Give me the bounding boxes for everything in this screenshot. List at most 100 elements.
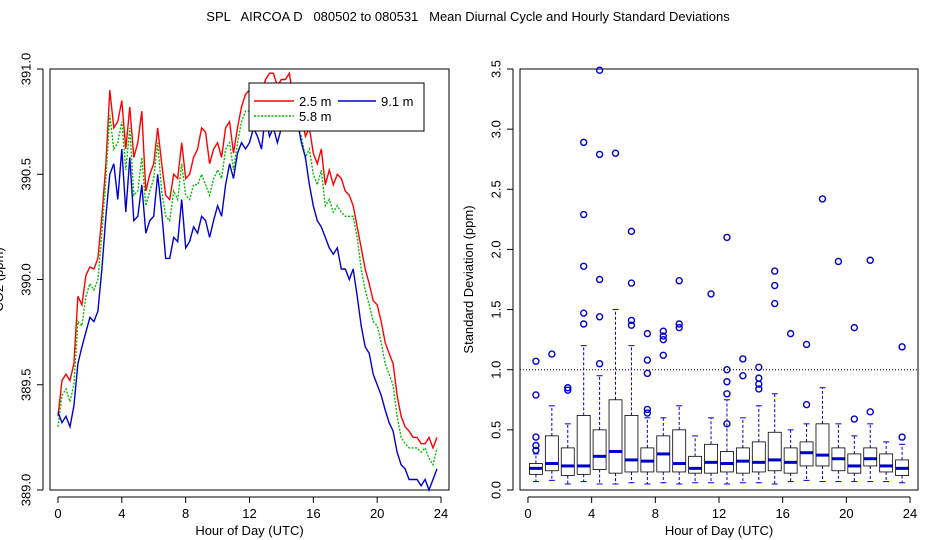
outlier-point [611, 149, 620, 157]
right-y-tick-label: 0.5 [488, 421, 503, 439]
outlier-point [564, 386, 572, 394]
legend-box [248, 82, 425, 132]
iqr-box [576, 415, 591, 475]
outlier-point [802, 400, 811, 409]
iqr-box [815, 423, 830, 467]
left-y-tick-label: 390.0 [18, 263, 33, 296]
co2-diurnal-plot: 0 4 8 12 16 20 24 389.0 389.5 390.0 390.5 391.0 Hour… [0, 53, 450, 538]
box-hour-6.5 [624, 227, 639, 484]
box-hour-16.5 [783, 329, 798, 483]
outlier-point [627, 227, 636, 236]
box-hour-19.5 [831, 257, 846, 483]
right-y-tick-label: 1.0 [488, 361, 503, 379]
outlier-point [532, 357, 540, 365]
outlier-point [898, 343, 906, 351]
outlier-point [755, 385, 763, 393]
left-y-tick-label: 389.0 [18, 474, 33, 507]
chart-title: SPL AIRCOA D 080502 to 080531 Mean Diurn… [206, 9, 730, 24]
outlier-point [723, 420, 731, 428]
outlier-point [643, 356, 652, 364]
left-x-tick-label: 20 [370, 506, 384, 521]
right-plot-frame [519, 68, 919, 491]
left-x-tick-label: 24 [434, 506, 448, 521]
outlier-point [755, 380, 763, 388]
box-hour-20.5 [847, 323, 862, 483]
outlier-point [850, 323, 859, 332]
outlier-point [548, 350, 556, 358]
legend-label: 9.1 m [381, 94, 414, 109]
left-x-tick-label: 4 [118, 506, 125, 521]
box-hour-2.5 [560, 384, 575, 485]
right-x-tick-label: 8 [652, 506, 659, 521]
outlier-point [834, 257, 843, 266]
outlier-point [723, 366, 731, 374]
outlier-point [866, 408, 874, 416]
right-y-tick-label: 2.5 [488, 180, 503, 198]
iqr-box [847, 453, 862, 474]
box-hour-0.5 [529, 357, 543, 483]
right-x-tick-label: 16 [775, 506, 789, 521]
outlier-point [532, 441, 540, 450]
outlier-point [659, 335, 667, 344]
outlier-point [723, 390, 731, 398]
left-y-tick-label: 389.5 [18, 368, 33, 401]
iqr-box [608, 399, 623, 474]
outlier-point [675, 320, 683, 328]
right-y-tick-label: 3.5 [488, 60, 503, 78]
right-x-tick-label: 20 [839, 506, 853, 521]
series-line-9-1-m [57, 115, 438, 492]
outlier-point [755, 363, 763, 372]
left-y-tick-label: 391.0 [18, 53, 33, 86]
outlier-point [643, 405, 652, 414]
box-hour-14.5 [751, 363, 766, 484]
outlier-point [643, 409, 652, 417]
box-hour-8.5 [656, 327, 671, 484]
right-y-tick-label: 0.0 [488, 481, 503, 499]
outlier-point [675, 277, 683, 285]
outlier-point [595, 150, 604, 159]
box-hour-13.5 [735, 355, 750, 484]
outlier-point [818, 195, 827, 203]
iqr-box [544, 435, 559, 472]
box-hour-11.5 [704, 290, 718, 484]
outlier-point [739, 355, 747, 363]
left-y-tick-label: 390.5 [18, 158, 33, 191]
outlier-point [627, 321, 636, 329]
outlier-point [802, 340, 811, 349]
outlier-point [739, 372, 747, 380]
outlier-point [771, 299, 779, 308]
box-hour-7.5 [640, 329, 655, 485]
outlier-point [866, 256, 874, 264]
right-y-tick-label: 1.5 [488, 301, 503, 319]
left-y-axis-title: CO2 (ppm) [0, 247, 6, 311]
outlier-point [579, 309, 588, 317]
outlier-point [532, 433, 540, 441]
right-x-tick-label: 4 [588, 506, 595, 521]
outlier-point [627, 279, 636, 287]
outlier-point [771, 281, 779, 290]
box-hour-15.5 [767, 267, 782, 485]
box-hour-22.5 [879, 441, 894, 483]
outlier-point [643, 369, 652, 378]
right-y-tick-label: 2.0 [488, 240, 503, 258]
left-x-tick-label: 12 [242, 506, 256, 521]
box-hour-4.5 [592, 66, 607, 485]
iqr-box [592, 429, 607, 470]
right-x-tick-label: 0 [524, 506, 531, 521]
left-x-tick-label: 0 [54, 506, 61, 521]
outlier-point [755, 374, 763, 382]
outlier-point [771, 267, 779, 275]
outlier-point [643, 329, 652, 338]
box-hour-23.5 [895, 343, 909, 484]
right-y-axis-title: Standard Deviation (ppm) [461, 205, 476, 353]
box-hour-21.5 [863, 256, 878, 483]
left-x-tick-label: 8 [182, 506, 189, 521]
iqr-box [879, 453, 894, 473]
std-dev-boxplot: 0 4 8 12 16 20 24 0.0 0.5 1.0 1.5 2.0 2.5 3.0 3.5 Hour … [461, 60, 919, 538]
outlier-point [898, 433, 906, 441]
iqr-box [688, 455, 703, 474]
box-hour-9.5 [672, 277, 687, 485]
iqr-box [863, 447, 878, 467]
iqr-box [672, 429, 687, 473]
left-x-axis-title: Hour of Day (UTC) [195, 523, 303, 538]
